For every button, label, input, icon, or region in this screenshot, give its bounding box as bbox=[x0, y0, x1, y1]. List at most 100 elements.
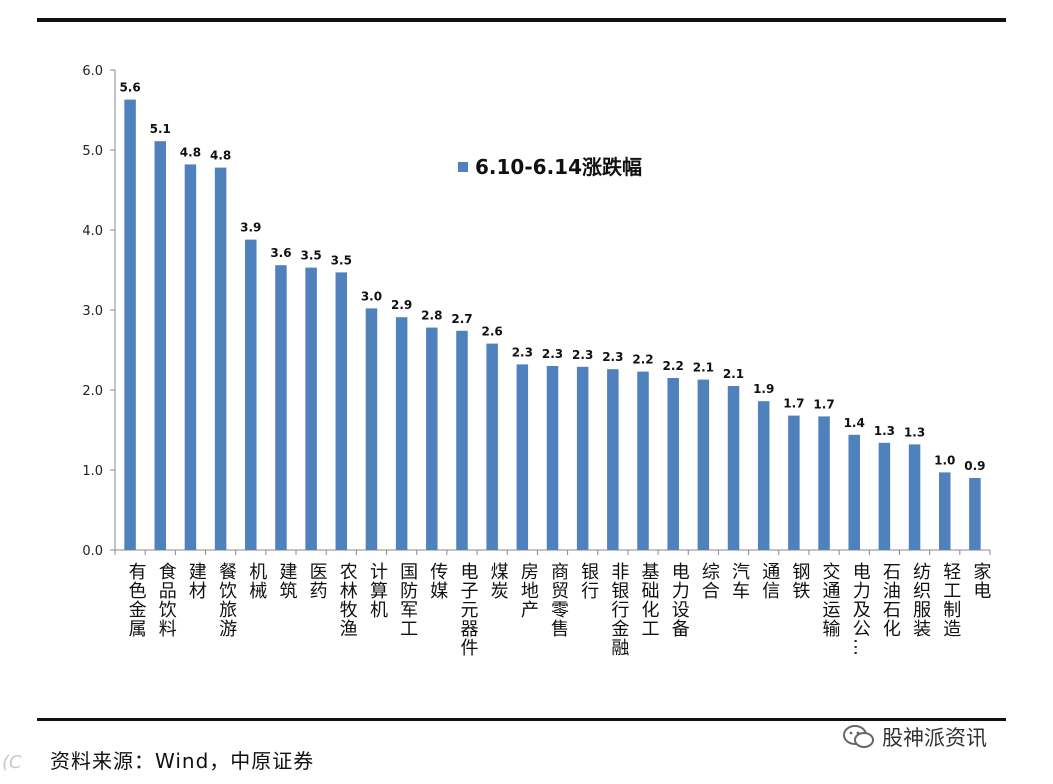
y-tick-label: 6.0 bbox=[82, 64, 103, 79]
y-tick-label: 5.0 bbox=[82, 144, 103, 159]
data-label: 2.3 bbox=[572, 348, 593, 362]
y-tick-label: 3.0 bbox=[82, 304, 103, 319]
data-label: 5.6 bbox=[119, 81, 140, 95]
data-label: 3.9 bbox=[240, 221, 261, 235]
bar bbox=[818, 416, 830, 550]
y-tick-label: 1.0 bbox=[82, 464, 103, 479]
x-tick-label: 电子元器件 bbox=[457, 562, 478, 657]
bar bbox=[335, 272, 348, 550]
data-label: 5.1 bbox=[150, 122, 171, 136]
top-rule bbox=[37, 18, 1006, 22]
chart-axes: 0.0 1.0 2.0 3.0 4.0 5.0 6.0 有色金属 食品饮料 建材 餐饮旅游 机械 建筑医… bbox=[82, 64, 991, 657]
bar bbox=[908, 444, 921, 550]
data-label: 2.6 bbox=[482, 325, 503, 339]
data-label: 2.8 bbox=[421, 309, 442, 323]
data-label: 0.9 bbox=[964, 459, 985, 473]
x-tick-label: 食品饮料 bbox=[156, 562, 177, 638]
x-tick-label: 轻工制造 bbox=[940, 562, 961, 638]
bar bbox=[667, 378, 679, 550]
x-tick-label: 房地产 bbox=[518, 562, 539, 619]
bar bbox=[275, 265, 287, 550]
x-tick-label: 餐饮旅游 bbox=[216, 562, 237, 638]
bottom-rule bbox=[37, 718, 1006, 721]
bar bbox=[395, 317, 408, 550]
chart-bars: 5.6 5.1 4.8 4.8 3.9 3.6 3.5 3.5 3.0 2.9 2.8 2.7 2.6 2… bbox=[119, 81, 986, 550]
bar bbox=[184, 164, 197, 550]
bar bbox=[245, 239, 257, 550]
watermark-text: 股神派资讯 bbox=[882, 726, 987, 750]
bar bbox=[365, 308, 378, 550]
x-tick-label: 石油石化 bbox=[880, 562, 901, 638]
data-label: 1.9 bbox=[753, 382, 774, 396]
y-tick-label: 4.0 bbox=[82, 224, 103, 239]
x-tick-label: 汽车 bbox=[729, 562, 750, 600]
bar bbox=[938, 472, 951, 550]
data-label: 4.8 bbox=[180, 145, 201, 159]
bar bbox=[788, 415, 800, 550]
data-label: 3.5 bbox=[331, 253, 352, 267]
bar bbox=[546, 366, 559, 550]
x-tick-label: 商贸零售 bbox=[548, 562, 569, 638]
x-tick-label: 非银行金融 bbox=[608, 562, 629, 657]
legend-label: 6.10-6.14涨跌幅 bbox=[475, 155, 642, 179]
data-label: 2.2 bbox=[663, 359, 684, 373]
data-label: 1.7 bbox=[783, 397, 804, 411]
chart-legend: 6.10-6.14涨跌幅 bbox=[458, 155, 642, 179]
bar bbox=[154, 141, 167, 550]
bar bbox=[214, 167, 227, 550]
data-label: 1.3 bbox=[874, 424, 895, 438]
x-tick-label: 国防军工 bbox=[397, 562, 418, 638]
source-note: 资料来源：Wind，中原证券 bbox=[50, 749, 315, 773]
y-tick-label: 2.0 bbox=[82, 384, 103, 399]
x-tick-label: 建材 bbox=[186, 562, 207, 600]
legend-swatch bbox=[458, 162, 468, 172]
data-label: 2.3 bbox=[512, 345, 533, 359]
x-tick-label: 煤炭 bbox=[488, 562, 509, 600]
x-tick-label: 电力及公… bbox=[850, 562, 871, 657]
data-label: 3.6 bbox=[270, 246, 291, 260]
data-label: 3.5 bbox=[300, 249, 321, 263]
bar bbox=[848, 434, 860, 550]
wechat-icon bbox=[843, 725, 874, 748]
bar bbox=[607, 369, 619, 550]
x-tick-label: 基础化工 bbox=[639, 562, 660, 638]
x-tick-label: 通信 bbox=[759, 562, 780, 600]
data-label: 2.7 bbox=[451, 312, 472, 326]
corner-watermark-icon: (C bbox=[2, 752, 22, 773]
data-label: 1.7 bbox=[813, 397, 834, 411]
bar bbox=[969, 478, 981, 550]
data-label: 2.1 bbox=[723, 367, 744, 381]
bar bbox=[576, 366, 589, 550]
x-tick-label: 银行 bbox=[578, 562, 599, 600]
bar bbox=[878, 442, 891, 550]
bar-chart: 0.0 1.0 2.0 3.0 4.0 5.0 6.0 有色金属 食品饮料 建材 餐饮旅游 机械 建筑医… bbox=[82, 64, 991, 657]
data-label: 3.0 bbox=[361, 289, 382, 303]
data-label: 2.9 bbox=[391, 298, 412, 312]
x-tick-label: 传媒 bbox=[427, 562, 448, 600]
x-tick-label: 有色金属 bbox=[126, 562, 147, 638]
bar bbox=[426, 327, 438, 550]
data-label: 2.3 bbox=[602, 350, 623, 364]
data-label: 1.3 bbox=[904, 425, 925, 439]
x-tick-label: 家电 bbox=[970, 562, 991, 600]
x-tick-label: 电力设备 bbox=[669, 562, 690, 638]
x-tick-label: 综合 bbox=[699, 562, 720, 600]
y-tick-label: 0.0 bbox=[82, 544, 103, 559]
bar bbox=[124, 99, 136, 550]
data-label: 2.3 bbox=[542, 347, 563, 361]
bar bbox=[305, 267, 317, 550]
data-label: 1.0 bbox=[934, 453, 955, 467]
data-label: 2.1 bbox=[693, 361, 714, 375]
data-label: 2.2 bbox=[632, 353, 653, 367]
watermark: 股神派资讯 bbox=[842, 722, 987, 752]
bar bbox=[486, 343, 498, 550]
x-tick-label: 计算机 bbox=[367, 562, 388, 619]
bar bbox=[757, 401, 770, 550]
x-tick-label: 医药 bbox=[307, 562, 328, 600]
x-tick-label: 交通运输 bbox=[820, 562, 841, 638]
bar bbox=[516, 364, 529, 550]
x-tick-label: 农林牧渔 bbox=[337, 562, 358, 638]
bar bbox=[727, 386, 740, 550]
x-tick-label: 钢铁 bbox=[789, 562, 810, 600]
x-tick-label: 建筑 bbox=[276, 562, 297, 600]
